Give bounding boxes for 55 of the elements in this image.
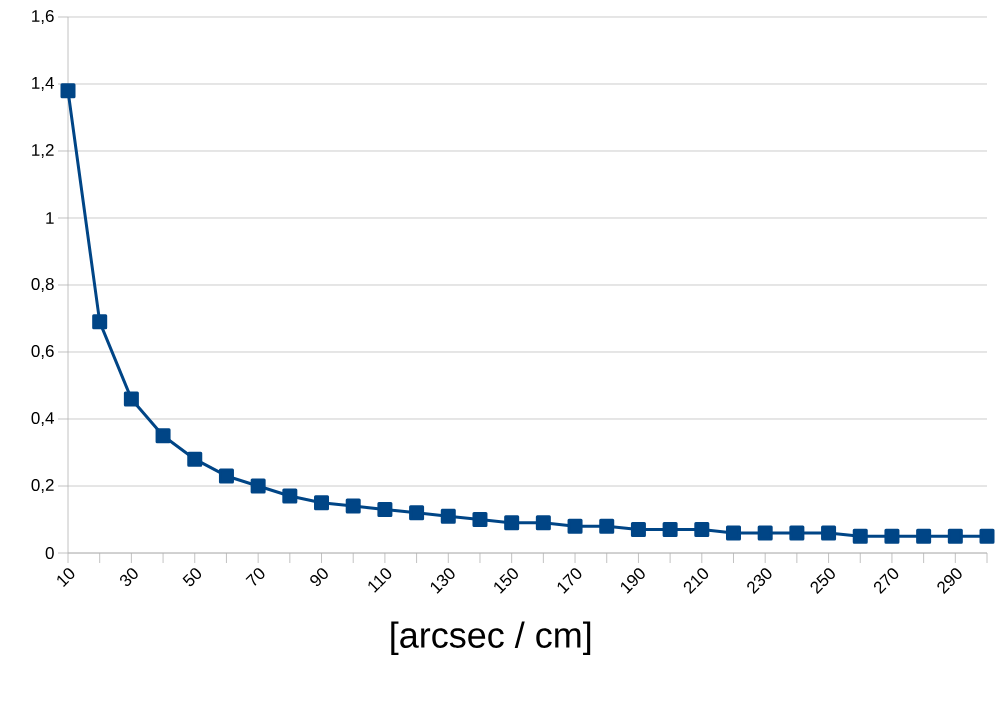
y-tick-label: 0,2 [31,478,54,494]
point [504,515,520,531]
x-tick-label: 290 [937,568,962,594]
point [979,528,995,544]
x-tick-label: 30 [120,568,138,587]
point [599,518,615,534]
x-axis-title: [arcsec / cm] [391,621,591,656]
point [947,528,963,544]
x-tick-label: 150 [494,568,518,594]
point [852,528,868,544]
x-tick-label: 230 [747,568,772,594]
point [155,428,171,444]
x-tick-label: 90 [310,568,328,587]
x-tick-label: 210 [683,568,709,594]
point [630,522,646,538]
x-tick-label: 250 [810,568,835,594]
point [789,525,805,541]
point [757,525,773,541]
y-tick-label: 1,2 [32,143,54,159]
x-tick-label: 190 [620,568,645,594]
point [884,528,900,544]
x-tick-label: 170 [557,568,582,594]
x-tick-label: 70 [245,568,265,586]
point [567,518,583,534]
point [250,478,266,494]
point [377,501,393,517]
point [725,525,741,541]
x-tick-label: 10 [57,568,75,587]
point [314,495,330,511]
point [662,522,678,538]
point [60,83,76,99]
y-tick-label: 0,4 [31,411,54,427]
point [345,498,361,514]
point [694,522,710,538]
point [123,391,139,407]
point [440,508,456,524]
point [187,451,203,467]
x-tick-label: 50 [182,568,202,587]
point [92,314,108,330]
y-tick-label: 0,8 [31,277,54,293]
y-tick-label: 1 [46,212,54,224]
y-tick-label: 0,6 [31,344,54,360]
point [535,515,551,531]
x-tick-label: 110 [368,568,392,593]
point [472,512,488,527]
point [218,468,234,484]
x-tick-label: 270 [873,568,899,594]
point [916,528,932,544]
y-tick-label: 1,4 [32,77,54,91]
point [282,488,298,504]
point [821,525,837,541]
y-tick-label: 0 [45,546,54,560]
y-tick-label: 1,6 [32,9,54,25]
x-tick-label: 130 [430,568,455,594]
point [409,505,425,521]
